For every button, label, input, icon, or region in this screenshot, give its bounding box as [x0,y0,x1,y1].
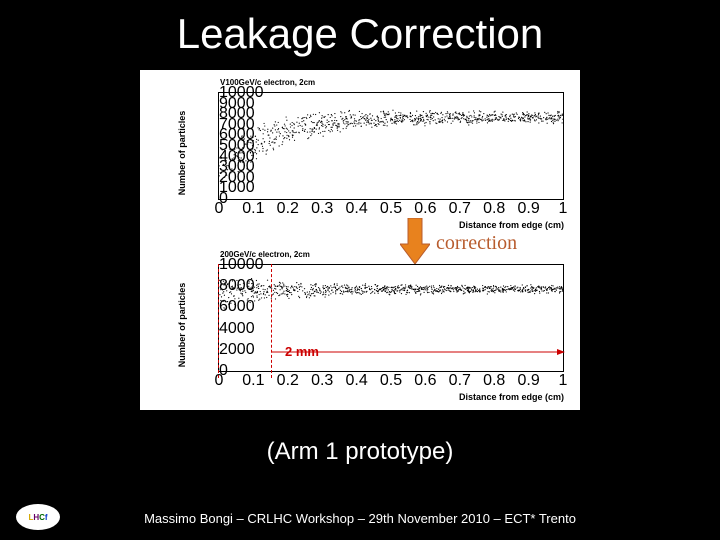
footer: Massimo Bongi – CRLHC Workshop – 29th No… [0,511,720,526]
chart-top-scatter [219,93,563,199]
chart-container: V100GeV/c electron, 2cm Number of partic… [140,70,580,410]
chart-top-ylabel: Number of particles [177,111,187,196]
dashed-line-2 [271,264,272,378]
caption: (Arm 1 prototype) [0,438,720,466]
page-title: Leakage Correction [0,0,720,58]
chart-bottom-xlabel: Distance from edge (cm) [459,392,564,402]
chart-bottom-plot: 020004000600080001000000.10.20.30.40.50.… [218,264,564,372]
dashed-line-1 [218,264,219,378]
correction-arrow-icon [400,218,430,264]
chart-top-xlabel: Distance from edge (cm) [459,220,564,230]
chart-bottom-ylabel: Number of particles [177,283,187,368]
red-arrow-icon [271,352,561,353]
correction-label: correction [436,232,517,255]
chart-bottom-panel: 200GeV/c electron, 2cm Number of particl… [190,250,570,400]
chart-top-panel: V100GeV/c electron, 2cm Number of partic… [190,78,570,228]
chart-top-plot: 0100020003000400050006000700080009000100… [218,92,564,200]
